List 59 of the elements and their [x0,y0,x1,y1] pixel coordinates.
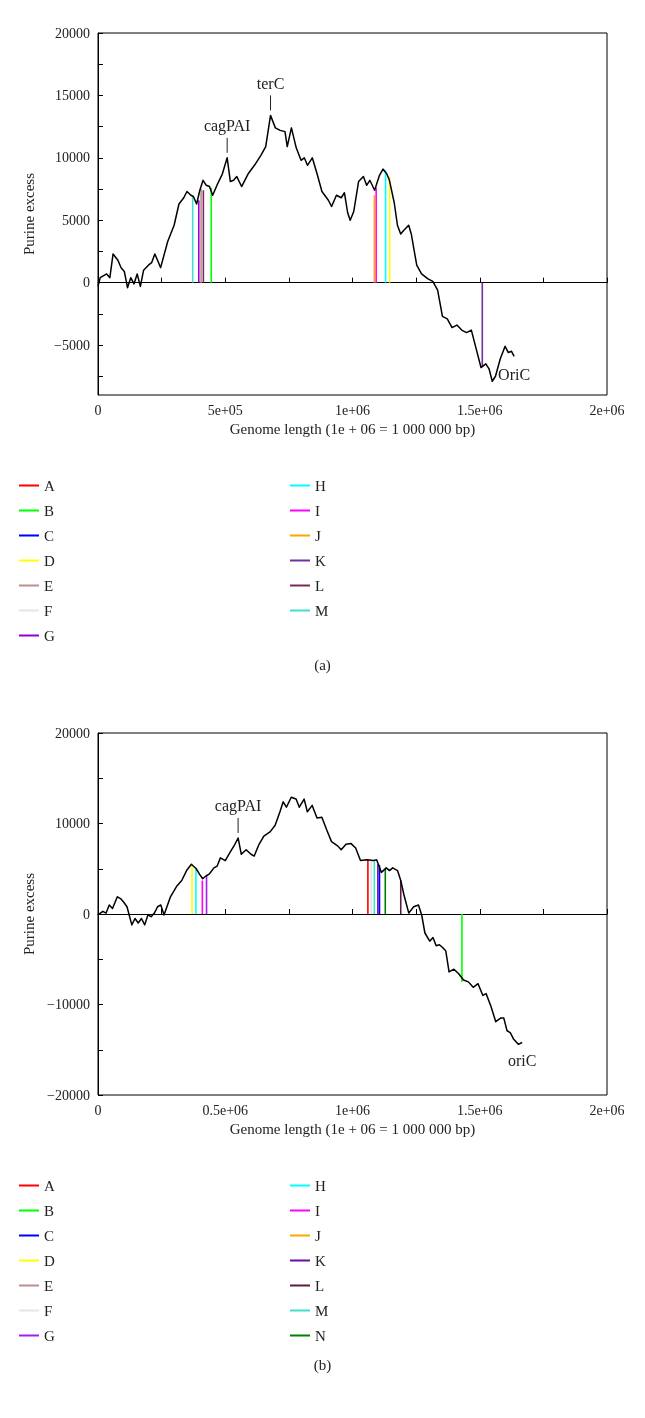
y-tick-label: 20000 [55,725,90,741]
annotation: terC [256,74,285,92]
legend-label: A [44,477,55,494]
legend-label: E [44,1277,54,1294]
x-tick-label: 2e+06 [589,1102,625,1118]
legend-label: J [315,1227,321,1244]
legend-label: L [315,577,325,594]
x-tick-label: 1e+06 [334,1102,371,1118]
y-tick-label: 0 [83,275,90,291]
y-tick-label: 15000 [55,87,90,103]
legend-label: I [315,502,320,519]
annotation: oriC [507,1052,537,1070]
y-tick-label: 5000 [62,212,90,228]
legend-label: G [44,1327,55,1344]
legend-label: I [315,1202,320,1219]
legend-label: E [44,577,54,594]
y-tick-label: 10000 [55,150,90,166]
legend-label: H [315,1177,326,1194]
legend-label: D [44,1252,55,1269]
y-tick-label: 10000 [55,816,90,831]
legend-label: B [44,1202,55,1219]
legend-label: D [44,552,55,569]
legend-label: K [315,1252,326,1269]
text: (b) [313,1356,332,1374]
x-tick-label: 5e+05 [207,402,243,418]
legend-label: J [315,527,321,544]
legend-label: H [315,477,326,494]
x-tick-label: 1.5e+06 [456,402,503,418]
x-tick-label: 0.5e+06 [202,1102,249,1118]
legend-label: G [44,627,55,644]
annotation: OriC [498,365,531,383]
legend-label: M [315,602,329,619]
text: (a) [314,656,331,674]
x-tick-label: 1.5e+06 [456,1102,503,1118]
y-axis-title: Purine excess [20,172,37,256]
annotation: cagPAI [203,117,251,136]
x-axis-title: Genome length (1e + 06 = 1 000 000 bp) [229,421,476,439]
y-tick-label: −20000 [47,1087,90,1103]
annotation: cagPAI [214,797,262,816]
legend-label: L [315,1277,325,1294]
y-tick-label: −10000 [47,997,90,1012]
y-tick-label: −5000 [54,337,90,353]
legend-label: N [315,1327,326,1344]
legend-label: C [44,527,55,544]
legend-label: B [44,502,55,519]
x-axis-title: Genome length (1e + 06 = 1 000 000 bp) [229,1121,476,1139]
y-tick-label: 20000 [55,25,90,41]
legend-label: F [44,1302,53,1319]
legend-label: K [315,552,326,569]
x-tick-label: 0 [94,1102,102,1118]
legend-label: A [44,1177,55,1194]
x-tick-label: 0 [94,402,102,418]
x-tick-label: 2e+06 [589,402,625,418]
legend-label: M [315,1302,329,1319]
legend-label: C [44,1227,55,1244]
legend-label: F [44,602,53,619]
x-tick-label: 1e+06 [334,402,371,418]
y-tick-label: 0 [83,906,90,922]
y-axis-title: Purine excess [20,872,37,956]
